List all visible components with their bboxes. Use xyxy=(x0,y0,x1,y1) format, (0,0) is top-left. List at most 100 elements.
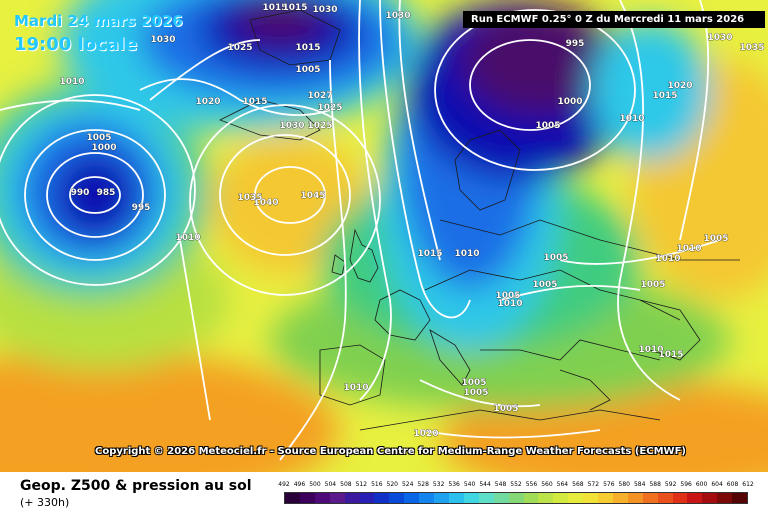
pressure-label: 1030 xyxy=(279,121,304,131)
scale-swatch xyxy=(717,493,733,503)
scale-label: 564 xyxy=(556,481,569,488)
pressure-label: 1010 xyxy=(59,77,84,87)
scale-label: 532 xyxy=(432,481,445,488)
product-title: Geop. Z500 & pression au sol xyxy=(20,478,252,494)
scale-label: 592 xyxy=(664,481,677,488)
scale-swatch xyxy=(448,493,464,503)
pressure-label: 1025 xyxy=(317,103,342,113)
pressure-label: 1015 xyxy=(652,91,677,101)
scale-label: 580 xyxy=(618,481,630,488)
scale-label: 508 xyxy=(340,481,352,488)
scale-label: 612 xyxy=(742,481,754,488)
pressure-label: 1015 xyxy=(242,97,267,107)
scale-swatch xyxy=(538,493,554,503)
pressure-label: 990 xyxy=(71,188,90,198)
scale-swatch xyxy=(374,493,390,503)
pressure-label: 1005 xyxy=(461,378,486,388)
scale-swatch xyxy=(523,493,539,503)
scale-label: 524 xyxy=(401,481,414,488)
scale-label: 568 xyxy=(572,481,584,488)
pressure-label: 995 xyxy=(132,203,151,213)
scale-swatch xyxy=(583,493,599,503)
pressure-label: 1015 xyxy=(658,350,683,360)
scale-swatch xyxy=(299,493,315,503)
forecast-time: 19:00 locale xyxy=(14,34,138,55)
pressure-label: 1040 xyxy=(253,198,278,208)
pressure-label: 1030 xyxy=(150,35,175,45)
scale-swatch xyxy=(642,493,658,503)
pressure-label: 1020 xyxy=(667,81,692,91)
scale-swatch xyxy=(627,493,643,503)
scale-swatch xyxy=(732,493,748,503)
pressure-label: 1010 xyxy=(655,254,680,264)
pressure-label: 1015 xyxy=(295,43,320,53)
scale-swatch xyxy=(359,493,375,503)
pressure-label: 1005 xyxy=(493,404,518,414)
pressure-label: 1010 xyxy=(343,383,368,393)
pressure-label: 1010 xyxy=(676,244,701,254)
scale-swatch xyxy=(508,493,524,503)
pressure-label: 1005 xyxy=(535,121,560,131)
pressure-label: 1020 xyxy=(195,97,220,107)
pressure-label: 1010 xyxy=(619,114,644,124)
scale-swatch xyxy=(612,493,628,503)
scale-swatch xyxy=(657,493,673,503)
scale-label: 512 xyxy=(355,481,368,488)
pressure-label: 1015 xyxy=(262,3,287,13)
scale-label: 504 xyxy=(324,481,337,488)
scale-swatch xyxy=(568,493,584,503)
pressure-label: 1010 xyxy=(497,299,522,309)
scale-swatch xyxy=(478,493,494,503)
scale-swatch xyxy=(687,493,703,503)
pressure-label: 995 xyxy=(566,39,585,49)
scale-label: 492 xyxy=(278,481,290,488)
forecast-date: Mardi 24 mars 2026 xyxy=(14,12,183,30)
pressure-label: 1005 xyxy=(543,253,568,263)
pressure-label: 1015 xyxy=(417,249,442,259)
pressure-label: 1025 xyxy=(227,43,252,53)
scale-label: 500 xyxy=(309,481,321,488)
scale-swatch xyxy=(285,493,300,503)
scale-label: 588 xyxy=(649,481,661,488)
pressure-label: 1045 xyxy=(300,191,325,201)
pressure-label: 1035 xyxy=(237,193,262,203)
scale-label: 596 xyxy=(680,481,692,488)
scale-label: 584 xyxy=(633,481,646,488)
pressure-label: 1035 xyxy=(739,43,764,53)
pressure-label: 1000 xyxy=(91,143,116,153)
scale-label: 520 xyxy=(386,481,398,488)
scale-swatch xyxy=(314,493,330,503)
scale-swatch xyxy=(463,493,479,503)
scale-swatch xyxy=(434,493,449,503)
pressure-label: 1005 xyxy=(463,388,488,398)
scale-label: 528 xyxy=(417,481,429,488)
pressure-label: 1015 xyxy=(282,3,307,13)
scale-swatch xyxy=(493,493,509,503)
scale-label: 516 xyxy=(371,481,383,488)
pressure-label: 1005 xyxy=(703,234,728,244)
scale-label: 556 xyxy=(525,481,538,488)
copyright-notice: Copyright © 2026 Meteociel.fr - Source E… xyxy=(95,446,686,457)
pressure-label: 1030 xyxy=(312,5,337,15)
lead-time: (+ 330h) xyxy=(20,496,70,509)
run-info-banner: Run ECMWF 0.25° 0 Z du Mercredi 11 mars … xyxy=(463,11,765,28)
scale-swatch xyxy=(389,493,405,503)
scale-label: 536 xyxy=(448,481,460,488)
scale-label: 560 xyxy=(541,481,553,488)
scale-swatch xyxy=(553,493,569,503)
scale-swatch xyxy=(598,493,613,503)
pressure-label: 1005 xyxy=(640,280,665,290)
scale-swatch xyxy=(672,493,688,503)
scale-label: 496 xyxy=(293,481,306,488)
pressure-label: 1030 xyxy=(707,33,732,43)
pressure-label: 1020 xyxy=(413,429,438,439)
pressure-label: 1025 xyxy=(307,121,332,131)
pressure-label: 1010 xyxy=(638,345,663,355)
scale-label: 576 xyxy=(603,481,615,488)
geopotential-field xyxy=(0,0,768,472)
scale-label: 600 xyxy=(695,481,708,488)
pressure-label: 1000 xyxy=(557,97,582,107)
